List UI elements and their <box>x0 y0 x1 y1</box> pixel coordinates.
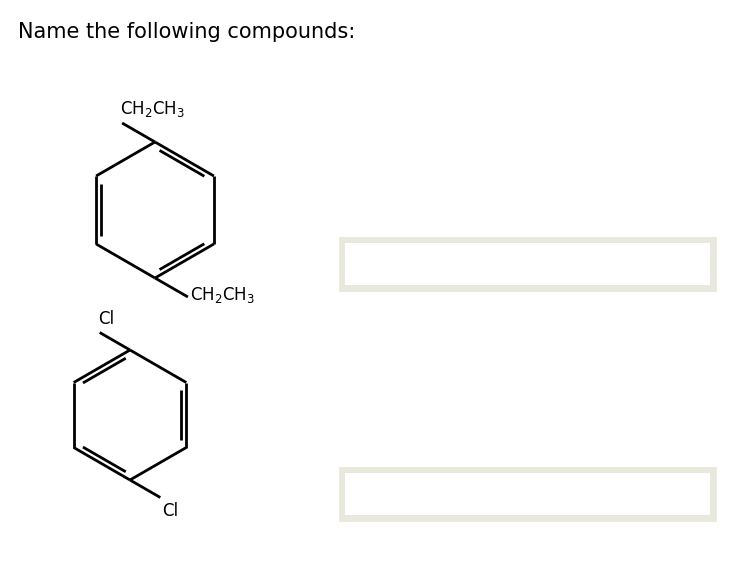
Bar <box>340 468 715 520</box>
Text: Name the following compounds:: Name the following compounds: <box>18 22 355 42</box>
Bar <box>345 473 710 515</box>
Bar <box>340 238 715 290</box>
Text: CH$_2$CH$_3$: CH$_2$CH$_3$ <box>120 99 185 119</box>
Text: Cl: Cl <box>162 501 178 520</box>
Text: Cl: Cl <box>98 311 114 328</box>
Bar <box>345 243 710 285</box>
Text: CH$_2$CH$_3$: CH$_2$CH$_3$ <box>190 285 255 305</box>
